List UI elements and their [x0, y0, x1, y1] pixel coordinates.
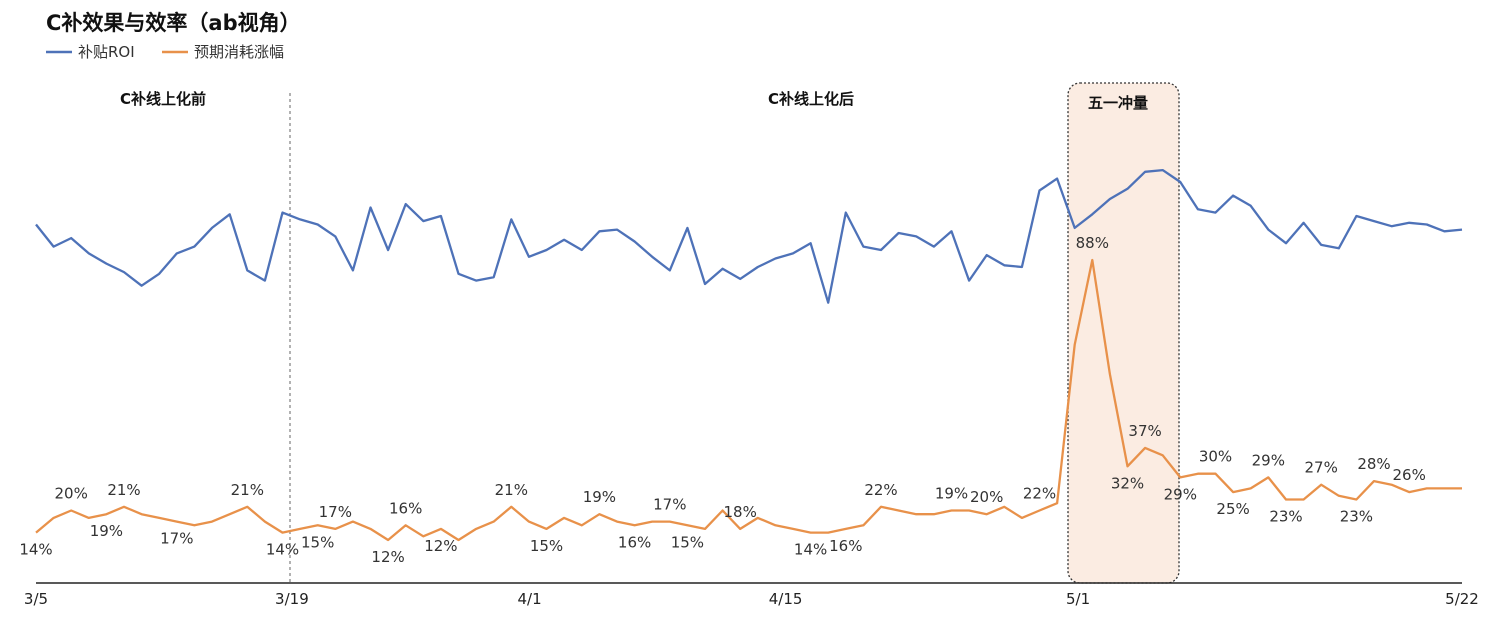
growth-data-label: 28% — [1357, 455, 1390, 473]
growth-data-label: 14% — [266, 541, 299, 559]
growth-data-label: 23% — [1340, 508, 1373, 526]
chart-title: C补效果与效率（ab视角） — [46, 11, 301, 35]
growth-data-label: 20% — [970, 488, 1003, 506]
roi-series-line — [35, 168, 1463, 304]
growth-data-label: 30% — [1199, 448, 1232, 466]
x-axis-ticks: 3/5 3/19 4/1 4/15 5/1 5/22 — [24, 590, 1479, 608]
growth-data-label: 37% — [1128, 422, 1161, 440]
x-tick-label: 4/1 — [518, 590, 542, 608]
growth-series-line — [35, 258, 1462, 542]
growth-data-label: 21% — [495, 481, 528, 499]
growth-data-label: 25% — [1216, 500, 1249, 518]
holiday-highlight-box — [1067, 82, 1180, 584]
growth-data-label: 23% — [1269, 508, 1302, 526]
legend-roi-label: 补贴ROI — [78, 43, 135, 61]
growth-data-label: 16% — [389, 499, 422, 517]
growth-data-label: 14% — [794, 541, 827, 559]
x-tick-label: 3/5 — [24, 590, 48, 608]
growth-data-label: 22% — [864, 481, 897, 499]
growth-data-label: 15% — [671, 533, 704, 551]
growth-data-label: 21% — [231, 481, 264, 499]
growth-data-label: 15% — [530, 537, 563, 555]
growth-data-label: 20% — [55, 485, 88, 503]
x-tick-label: 5/22 — [1445, 590, 1479, 608]
phase-holiday-label: 五一冲量 — [1088, 94, 1148, 112]
growth-data-label: 16% — [829, 537, 862, 555]
growth-data-label: 17% — [653, 496, 686, 514]
growth-data-label: 12% — [424, 537, 457, 555]
growth-data-label: 27% — [1305, 459, 1338, 477]
growth-data-label: 22% — [1023, 485, 1056, 503]
growth-data-label: 17% — [160, 530, 193, 548]
x-tick-label: 3/19 — [275, 590, 309, 608]
growth-data-label: 32% — [1111, 474, 1144, 492]
legend-growth-label: 预期消耗涨幅 — [194, 43, 284, 61]
x-tick-label: 5/1 — [1066, 590, 1090, 608]
growth-data-label: 19% — [90, 522, 123, 540]
growth-data-label: 15% — [301, 533, 334, 551]
growth-data-label: 18% — [724, 503, 757, 521]
growth-data-label: 19% — [583, 488, 616, 506]
growth-data-label: 29% — [1164, 485, 1197, 503]
growth-data-label: 12% — [371, 548, 404, 566]
growth-data-label: 29% — [1252, 451, 1285, 469]
phase-after-label: C补线上化后 — [768, 90, 854, 108]
growth-data-label: 21% — [107, 481, 140, 499]
growth-data-label: 88% — [1076, 234, 1109, 252]
growth-data-label: 16% — [618, 533, 651, 551]
x-tick-label: 4/15 — [769, 590, 803, 608]
growth-data-label: 17% — [319, 503, 352, 521]
phase-before-label: C补线上化前 — [120, 90, 206, 108]
growth-data-label: 14% — [19, 541, 52, 559]
growth-data-label: 19% — [935, 485, 968, 503]
growth-data-label: 26% — [1393, 466, 1426, 484]
growth-data-labels: 14%20%19%21%17%21%14% 15%17%12%16%12%21%1… — [19, 234, 1426, 566]
